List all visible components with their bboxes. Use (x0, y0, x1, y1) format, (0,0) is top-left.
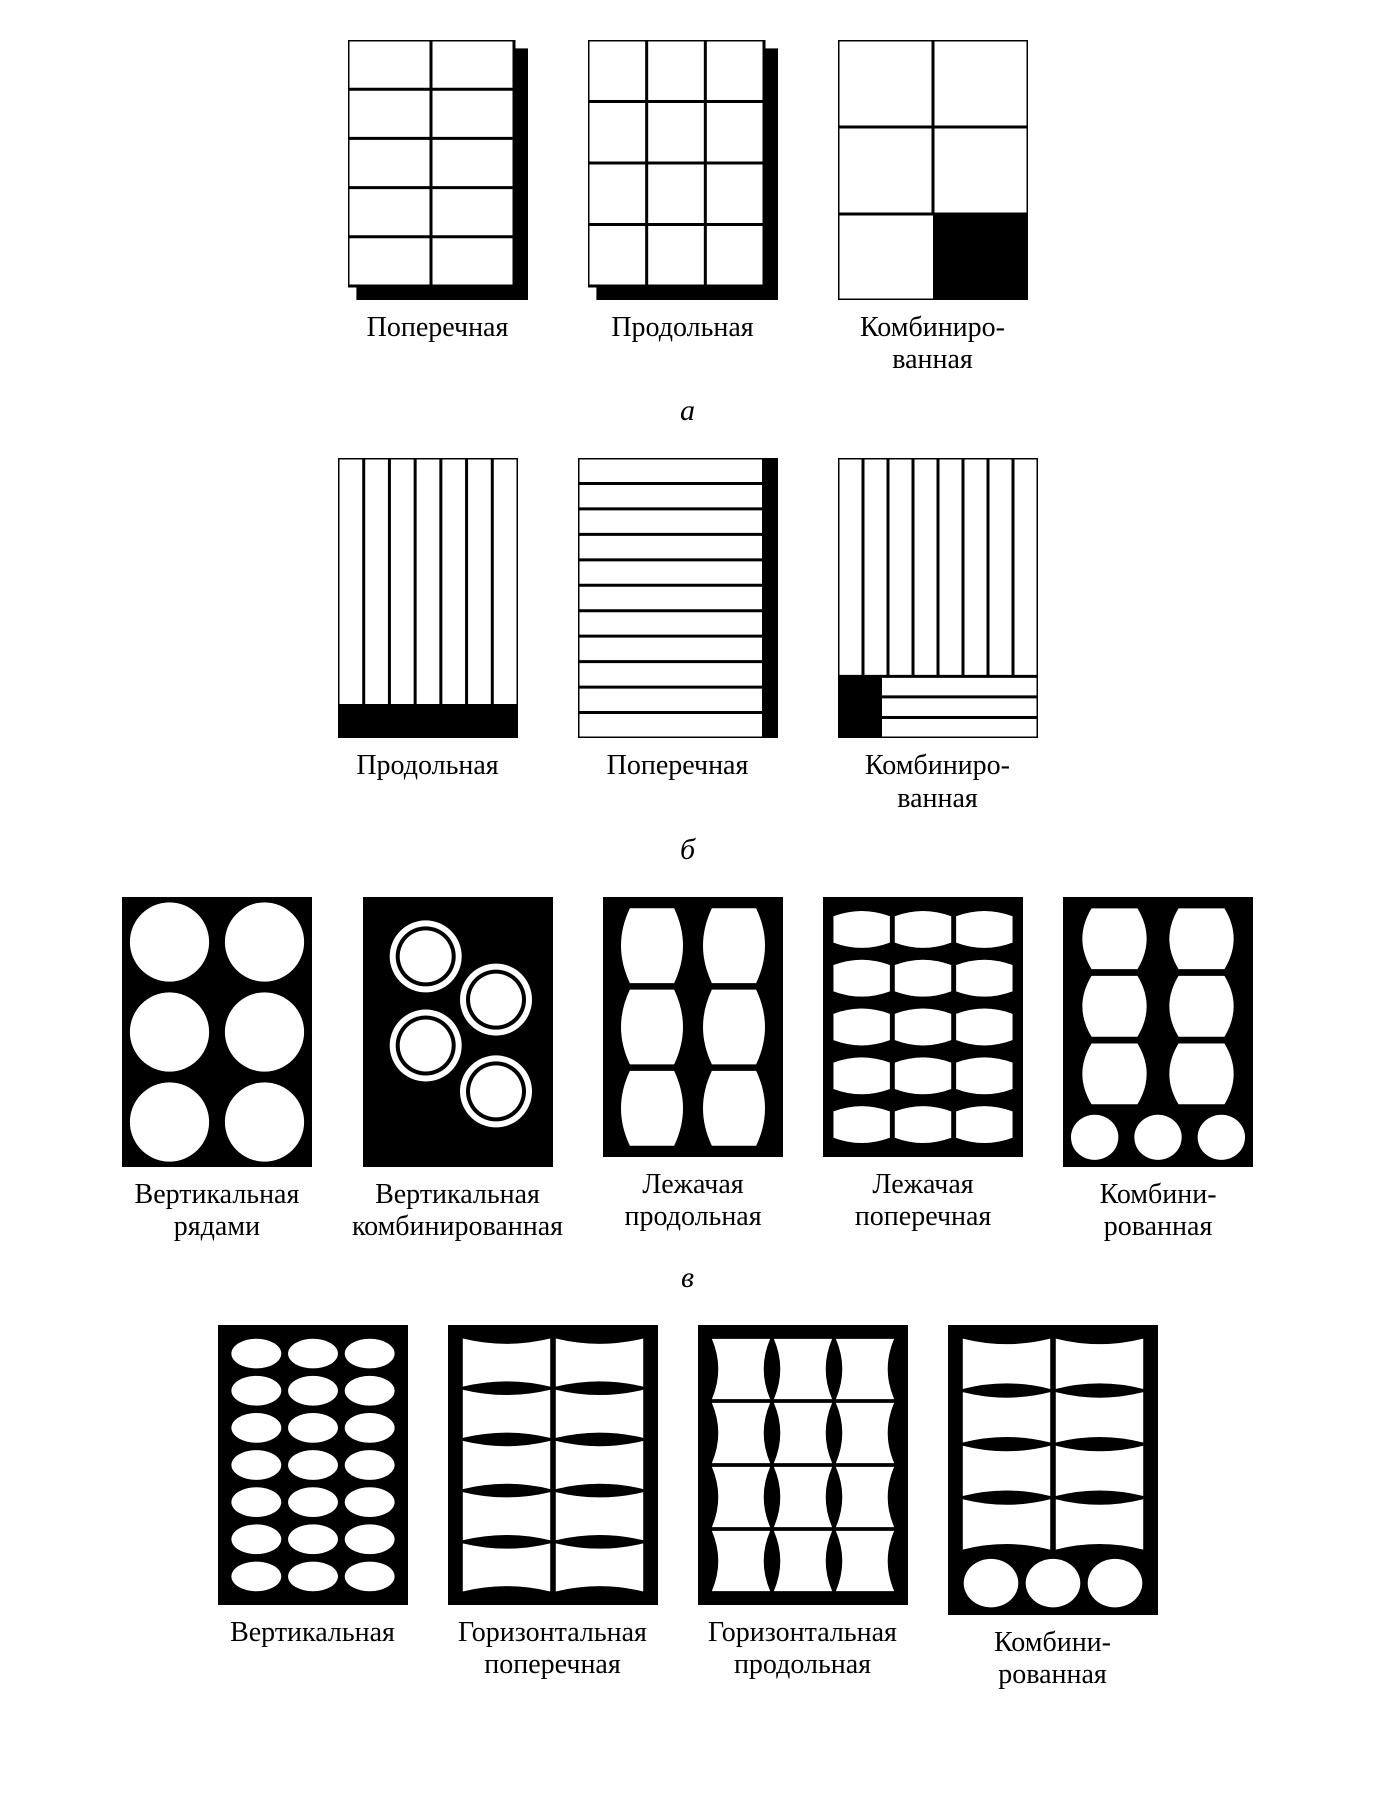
diagram-cell: Комбиниро-ванная (838, 458, 1038, 814)
diagram-figure (603, 897, 783, 1157)
diagram-figure (588, 40, 778, 300)
diagram-figure (948, 1325, 1158, 1615)
diagram-figure (578, 458, 778, 738)
diagram-caption: Комбини-рованная (1100, 1179, 1217, 1243)
diagram-caption: Продольная (611, 312, 753, 344)
group-label-a: а (40, 394, 1335, 428)
diagram-caption: Лежачаяпоперечная (855, 1169, 992, 1233)
diagram-caption: Поперечная (367, 312, 509, 344)
group-label-b: б (40, 833, 1335, 867)
diagram-cell: Вертикальная (218, 1325, 408, 1691)
diagram-caption: Вертикальнаякомбинированная (352, 1179, 563, 1243)
diagram-row-v: Вертикальнаярядами Вертикальнаякомбиниро… (40, 897, 1335, 1243)
diagram-cell: Комбини-рованная (948, 1325, 1158, 1691)
diagram-cell: Комбини-рованная (1063, 897, 1253, 1243)
diagram-cell: Поперечная (348, 40, 528, 376)
diagram-cell: Продольная (588, 40, 778, 376)
diagram-caption: Лежачаяпродольная (625, 1169, 762, 1233)
diagram-caption: Продольная (356, 750, 498, 782)
diagram-row-a: Поперечная Продольная Комбиниро-ванная (40, 40, 1335, 376)
diagram-cell: Лежачаяпоперечная (823, 897, 1023, 1243)
diagram-caption: Комбиниро-ванная (865, 750, 1010, 814)
diagram-figure (348, 40, 528, 300)
diagram-cell: Продольная (338, 458, 518, 814)
diagram-row-b: Продольная Поперечная Комбиниро-ванная (40, 458, 1335, 814)
diagram-figure (122, 897, 312, 1167)
diagram-cell: Горизонтальнаяпоперечная (448, 1325, 658, 1691)
diagram-figure (338, 458, 518, 738)
diagram-cell: Лежачаяпродольная (603, 897, 783, 1243)
diagram-caption: Поперечная (607, 750, 749, 782)
diagram-figure (363, 897, 553, 1167)
diagram-cell: Вертикальнаярядами (122, 897, 312, 1243)
diagram-caption: Вертикальнаярядами (135, 1179, 300, 1243)
diagram-figure (838, 458, 1038, 738)
diagram-figure (838, 40, 1028, 300)
diagram-cell: Комбиниро-ванная (838, 40, 1028, 376)
diagram-cell: Вертикальнаякомбинированная (352, 897, 563, 1243)
diagram-cell: Поперечная (578, 458, 778, 814)
diagram-caption: Горизонтальнаяпродольная (708, 1617, 897, 1681)
diagram-figure (218, 1325, 408, 1605)
diagram-figure (448, 1325, 658, 1605)
diagram-caption: Вертикальная (230, 1617, 395, 1649)
group-label-v: в (40, 1261, 1335, 1295)
diagram-cell: Горизонтальнаяпродольная (698, 1325, 908, 1691)
diagram-figure (1063, 897, 1253, 1167)
diagram-figure (698, 1325, 908, 1605)
diagram-caption: Горизонтальнаяпоперечная (458, 1617, 647, 1681)
diagram-caption: Комбиниро-ванная (860, 312, 1005, 376)
diagram-figure (823, 897, 1023, 1157)
diagram-row-g: Вертикальная Горизонтальнаяпоперечная Го… (40, 1325, 1335, 1691)
diagram-caption: Комбини-рованная (994, 1627, 1111, 1691)
